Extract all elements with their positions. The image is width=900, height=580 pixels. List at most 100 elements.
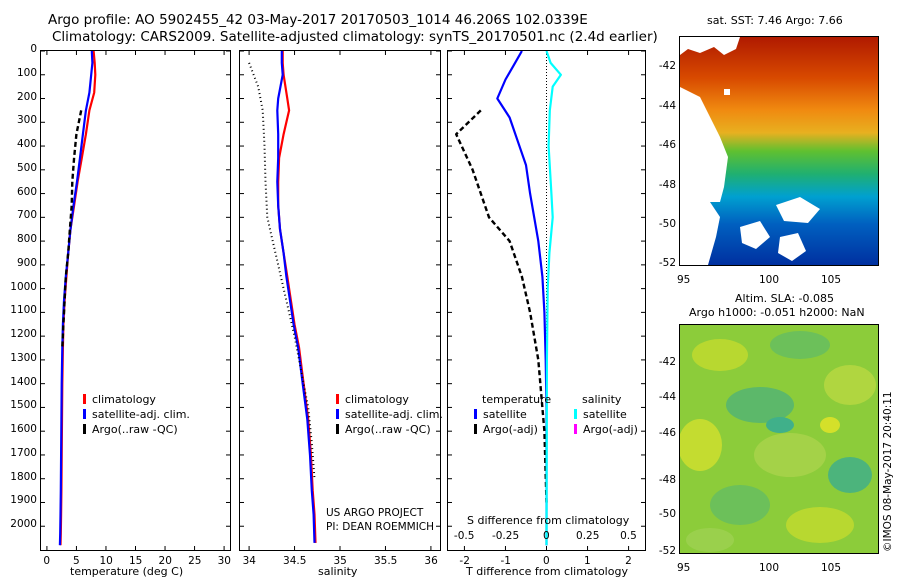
xtick-label: 25 bbox=[188, 555, 202, 567]
xtick-label: 0 bbox=[43, 555, 51, 567]
depth-tick-label: 1700 bbox=[10, 446, 37, 459]
series-line-satellite-adj-clim- bbox=[276, 51, 316, 543]
temperature-panel: climatology satellite-adj. clim. Argo(..… bbox=[40, 50, 231, 551]
legend-swatch-satellite bbox=[83, 409, 86, 419]
xtick: 105 bbox=[821, 274, 842, 286]
xtick: 100 bbox=[759, 562, 780, 574]
legend-swatch-satellite bbox=[336, 409, 339, 419]
depth-tick-label: 300 bbox=[16, 114, 37, 127]
sla-map-yticks: -42 -44 -46 -48 -50 -52 bbox=[650, 324, 676, 557]
ytick: -44 bbox=[658, 100, 676, 112]
sst-map-title: sat. SST: 7.46 Argo: 7.66 bbox=[707, 14, 843, 27]
difference-plot bbox=[448, 50, 645, 550]
depth-tick-label: 400 bbox=[16, 138, 37, 151]
xtick: 95 bbox=[677, 274, 691, 286]
legend-label: climatology bbox=[345, 393, 409, 406]
xtick-label: 10 bbox=[99, 555, 113, 567]
ytick: -48 bbox=[658, 179, 676, 191]
difference-panel: temperature satellite Argo(-adj) salinit… bbox=[447, 50, 646, 551]
xtick-label: -1 bbox=[500, 555, 511, 567]
xtick-label: 15 bbox=[129, 555, 143, 567]
legend-temp-head: temperature bbox=[482, 393, 552, 406]
legend-label: Argo(..raw -QC) bbox=[92, 423, 178, 436]
sst-map bbox=[679, 36, 879, 266]
xtick: 95 bbox=[677, 562, 691, 574]
depth-tick-label: 500 bbox=[16, 161, 37, 174]
temperature-plot bbox=[41, 50, 230, 550]
series-line-argo-raw-qc- bbox=[248, 62, 316, 479]
depth-tick-label: 600 bbox=[16, 185, 37, 198]
legend-swatch-argo bbox=[83, 424, 86, 434]
temperature-legend: climatology satellite-adj. clim. Argo(..… bbox=[83, 392, 190, 437]
ytick: -50 bbox=[658, 218, 676, 230]
difference-legend-sal: salinity satellite Argo(-adj) bbox=[574, 392, 638, 437]
legend-swatch-climatology bbox=[336, 394, 339, 404]
legend-label: Argo(-adj) bbox=[483, 423, 538, 436]
secondary-xtick-label: 0.25 bbox=[576, 530, 600, 542]
depth-tick-label: 900 bbox=[16, 256, 37, 269]
header-line-2: Climatology: CARS2009. Satellite-adjuste… bbox=[52, 29, 658, 45]
depth-tick-label: 1900 bbox=[10, 494, 37, 507]
legend-label: satellite bbox=[483, 408, 527, 421]
legend-label: climatology bbox=[92, 393, 156, 406]
xtick-label: 1 bbox=[584, 555, 591, 567]
depth-tick-label: 100 bbox=[16, 66, 37, 79]
ytick: -52 bbox=[658, 545, 676, 557]
depth-tick-label: 1500 bbox=[10, 399, 37, 412]
depth-tick-label: 0 bbox=[30, 43, 37, 55]
ytick: -42 bbox=[658, 60, 676, 72]
series-line-argo-adj- bbox=[454, 109, 548, 503]
depth-tick-label: 1800 bbox=[10, 470, 37, 483]
legend-swatch-argo bbox=[336, 424, 339, 434]
depth-tick-label: 1300 bbox=[10, 351, 37, 364]
legend-label: Argo(-adj) bbox=[583, 423, 638, 436]
xtick-label: -2 bbox=[459, 555, 470, 567]
secondary-xtick-label: -0.5 bbox=[453, 530, 475, 542]
header-line-1: Argo profile: AO 5902455_42 03-May-2017 … bbox=[48, 12, 588, 28]
legend-label: Argo(..raw -QC) bbox=[345, 423, 431, 436]
depth-tick-label: 2000 bbox=[10, 518, 37, 531]
xtick-label: 34 bbox=[242, 555, 256, 567]
series-line-satellite bbox=[496, 50, 548, 546]
legend-swatch-satellite bbox=[474, 409, 477, 419]
xtick-label: 35 bbox=[333, 555, 347, 567]
xtick-label: 30 bbox=[217, 555, 231, 567]
salinity-legend: climatology satellite-adj. clim. Argo(..… bbox=[336, 392, 443, 437]
ytick: -44 bbox=[658, 391, 676, 403]
depth-tick-label: 200 bbox=[16, 90, 37, 103]
salinity-plot bbox=[240, 50, 440, 550]
imos-timestamp: ©IMOS 08-May-2017 20:40:11 bbox=[882, 391, 894, 552]
sla-map-title-2: Argo h1000: -0.051 h2000: NaN bbox=[689, 306, 865, 319]
legend-label: satellite bbox=[583, 408, 627, 421]
ytick: -48 bbox=[658, 474, 676, 486]
ytick: -52 bbox=[658, 257, 676, 269]
xtick: 105 bbox=[821, 562, 842, 574]
ytick: -46 bbox=[658, 139, 676, 151]
xtick: 100 bbox=[759, 274, 780, 286]
depth-tick-label: 1600 bbox=[10, 423, 37, 436]
secondary-xtick-label: 0 bbox=[543, 530, 550, 542]
depth-tick-label: 800 bbox=[16, 233, 37, 246]
depth-tick-label: 1100 bbox=[10, 304, 37, 317]
series-line-satellite-salinity- bbox=[545, 50, 563, 546]
xtick-label: 34.5 bbox=[283, 555, 307, 567]
sla-map-image bbox=[680, 325, 878, 553]
xtick-label: 36 bbox=[424, 555, 438, 567]
salinity-xlabel: salinity bbox=[318, 565, 358, 578]
depth-tick-label: 700 bbox=[16, 209, 37, 222]
xtick-label: 0 bbox=[543, 555, 550, 567]
legend-swatch-argo bbox=[474, 424, 477, 434]
difference-legend-temp: temperature satellite Argo(-adj) bbox=[474, 392, 551, 437]
secondary-xtick-label: 0.5 bbox=[620, 530, 637, 542]
sst-map-image bbox=[680, 37, 878, 265]
s-difference-label: S difference from climatology bbox=[467, 514, 630, 527]
xtick-label: 20 bbox=[158, 555, 172, 567]
sst-map-yticks: -42 -44 -46 -48 -50 -52 bbox=[650, 36, 676, 269]
depth-tick-label: 1200 bbox=[10, 328, 37, 341]
depth-tick-label: 1400 bbox=[10, 375, 37, 388]
xtick-label: 5 bbox=[72, 555, 80, 567]
xtick-label: 2 bbox=[625, 555, 632, 567]
legend-swatch-climatology bbox=[83, 394, 86, 404]
series-line-argo-raw-qc- bbox=[61, 110, 83, 349]
legend-swatch-sal-argo bbox=[574, 424, 577, 434]
